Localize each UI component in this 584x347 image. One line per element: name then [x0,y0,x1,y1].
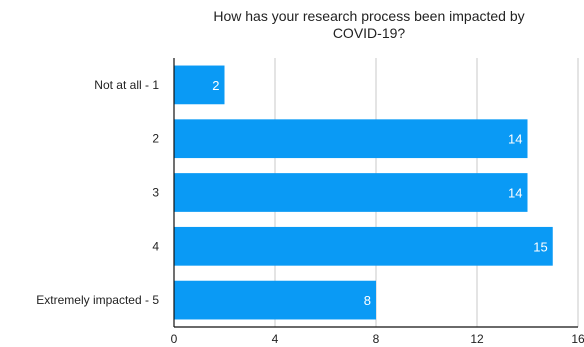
x-tick-label: 4 [272,332,279,346]
x-tick-label: 0 [171,332,178,346]
x-tick-label: 12 [470,332,484,346]
axes [173,58,578,328]
x-tick-label: 8 [373,332,380,346]
chart-title-line-2: COVID-19? [333,25,406,41]
labels: 0 4 8 12 16 Not at all - 1 2 2 14 3 14 4 15 Extremely… [36,78,584,346]
bar [174,280,376,320]
data-label: 14 [508,132,522,147]
category-label: Extremely impacted - 5 [36,293,159,307]
bars [174,65,553,320]
bar [174,119,528,159]
category-label: 4 [152,239,159,253]
category-label: Not at all - 1 [94,78,159,92]
data-label: 8 [364,293,371,308]
data-label: 14 [508,186,522,201]
bar [174,226,553,266]
chart-title-line-1: How has your research process been impac… [213,8,524,24]
data-label: 2 [212,78,219,93]
category-label: 3 [152,186,159,200]
bar [174,65,225,105]
data-label: 15 [533,239,547,254]
x-tick-label: 16 [571,332,584,346]
category-label: 2 [152,132,159,146]
bar [174,173,528,212]
